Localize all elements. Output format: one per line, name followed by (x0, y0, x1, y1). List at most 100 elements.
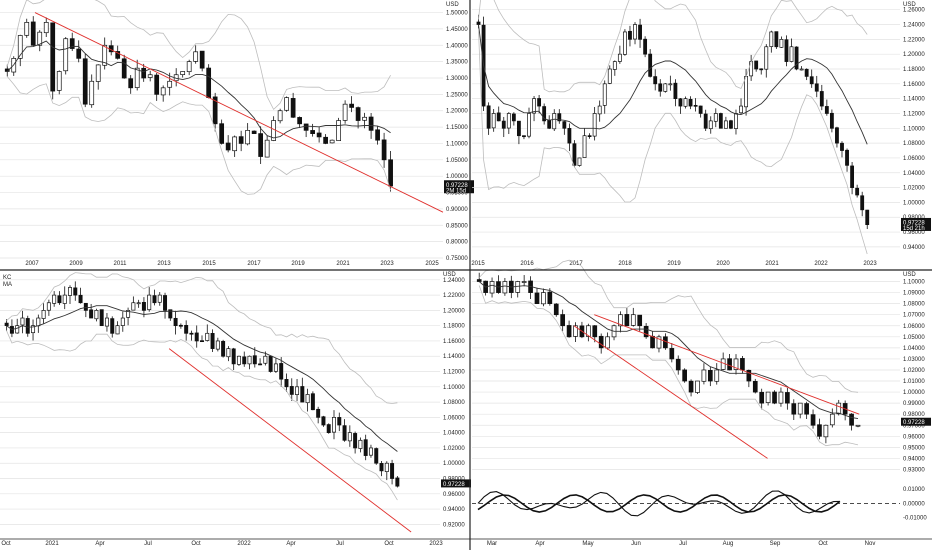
y-tick-label: 1.10000 (903, 280, 925, 286)
y-tick-label: 1.30000 (446, 76, 468, 82)
currency-label: USD (446, 2, 459, 8)
y-tick-label: 0.94000 (443, 507, 465, 513)
moving-average-line (478, 24, 868, 145)
candle-body (476, 279, 482, 282)
y-tick-label: 0.97000 (903, 423, 925, 429)
candle-body (547, 119, 552, 129)
candle-body (695, 380, 700, 393)
candle-body (57, 295, 62, 304)
y-tick-label: 0.80000 (446, 240, 468, 246)
y-tick-label: 1.02000 (443, 446, 465, 452)
candle-body (247, 355, 252, 365)
lower-band-line (6, 76, 391, 195)
candle-body (573, 325, 578, 337)
candle-body (855, 424, 861, 427)
candle-body (273, 363, 278, 372)
candle-body (653, 76, 658, 85)
candle-body (362, 116, 367, 121)
y-tick-label: 0.94000 (903, 245, 925, 251)
candle-body (799, 68, 804, 71)
candle-body (295, 386, 300, 395)
candle-body (245, 130, 251, 145)
x-tick-label: Jun (631, 541, 641, 547)
candle-body (258, 363, 263, 366)
moving-average-line (6, 305, 398, 452)
candle-body (353, 433, 358, 449)
y-tick-label: 1.50000 (446, 11, 468, 17)
candle-body (829, 413, 835, 426)
x-tick-label: 2022 (814, 261, 828, 267)
candle-body (496, 112, 501, 122)
candle-body (178, 324, 183, 327)
candle-body (849, 413, 854, 426)
y-tick-label: 0.75000 (446, 256, 468, 262)
candle-body (749, 61, 754, 77)
candle-body (316, 408, 321, 418)
candle-body (638, 24, 642, 40)
candle-body (656, 336, 662, 349)
candle-body (823, 424, 829, 438)
y-tick-label: 1.22000 (903, 37, 925, 43)
candle-body (643, 325, 649, 338)
candle-body (332, 417, 336, 433)
candle-body (501, 120, 506, 129)
candle-body (860, 195, 865, 211)
candle-body (355, 107, 361, 121)
x-tick-label: 2018 (618, 261, 632, 267)
x-tick-label: 2025 (425, 261, 439, 267)
candle-body (582, 135, 587, 158)
candle-body (50, 22, 56, 92)
countdown-label: 15d 21h (903, 226, 925, 232)
candle-body (236, 355, 241, 365)
y-tick-label: 1.02000 (903, 368, 925, 374)
candle-body (375, 129, 380, 141)
candle-body (277, 110, 283, 122)
candle-body (727, 358, 732, 371)
candle-body (506, 113, 511, 129)
candle-body (527, 113, 531, 137)
y-tick-label: 1.20000 (446, 109, 468, 115)
candle-body (102, 44, 108, 66)
candle-body (607, 68, 612, 84)
candle-body (824, 106, 829, 114)
x-tick-label: 2007 (25, 261, 39, 267)
candle-body (147, 294, 152, 311)
candle-body (553, 303, 559, 316)
y-tick-label: 1.07000 (903, 313, 925, 319)
trendline (168, 348, 412, 533)
candle-body (602, 83, 607, 106)
candle-body (141, 301, 146, 311)
candle-body (52, 294, 57, 304)
candle-body (605, 336, 610, 349)
candle-body (251, 130, 257, 134)
x-tick-label: 2023 (429, 541, 443, 547)
candle-body (120, 317, 125, 326)
candle-body (36, 317, 41, 327)
candle-body (46, 302, 51, 311)
x-tick-label: May (582, 541, 593, 547)
candle-body (688, 98, 693, 107)
candle-body (141, 67, 147, 79)
candle-body (794, 46, 799, 70)
candle-body (511, 113, 516, 122)
chart-bottom-left: 1.24000 1.22000 1.20000 1.18000 1.16000 1.140… (0, 272, 471, 547)
candle-body (390, 463, 395, 479)
candle-body (734, 113, 738, 129)
y-tick-label: 1.10000 (903, 126, 925, 132)
candle-body (819, 91, 824, 107)
y-tick-label: 1.18000 (443, 324, 465, 330)
x-tick-label: 2021 (336, 261, 350, 267)
candle-body (395, 477, 400, 487)
candle-body (845, 149, 849, 166)
candle-body (633, 24, 637, 40)
x-tick-label: Jul (679, 541, 687, 547)
candle-body (329, 139, 335, 144)
y-tick-label: 1.05000 (446, 158, 468, 164)
candle-body (154, 74, 160, 95)
legend-entry: KC (3, 275, 12, 281)
candle-body (147, 74, 153, 78)
x-tick-label: 2009 (69, 261, 83, 267)
candle-body (168, 309, 173, 319)
candle-body (104, 317, 109, 327)
chart-top-right: 1.26000 1.24000 1.22000 1.20000 1.18000 1.160… (471, 0, 931, 267)
